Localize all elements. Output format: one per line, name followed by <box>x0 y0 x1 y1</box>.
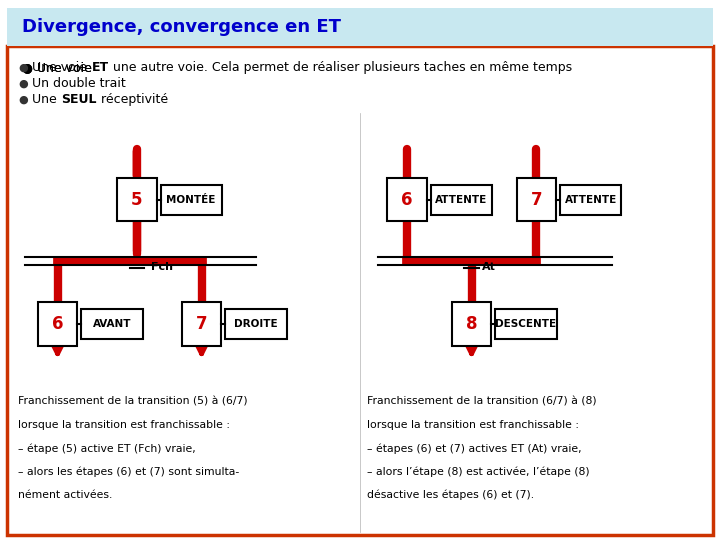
Text: ●: ● <box>18 63 28 72</box>
FancyBboxPatch shape <box>7 8 713 46</box>
Text: Fch: Fch <box>151 262 174 272</box>
Text: 5: 5 <box>131 191 143 209</box>
Bar <box>161 185 222 214</box>
Text: nément activées.: nément activées. <box>18 490 112 500</box>
Text: Un double trait: Un double trait <box>32 77 126 90</box>
Text: 8: 8 <box>466 315 477 333</box>
Text: réceptivité: réceptivité <box>96 93 168 106</box>
Text: 6: 6 <box>401 191 413 209</box>
Text: SEUL: SEUL <box>61 93 96 106</box>
Bar <box>181 302 222 346</box>
Bar <box>38 302 78 346</box>
Text: ● Une voie: ● Une voie <box>22 61 96 74</box>
Text: MONTÉE: MONTÉE <box>166 195 216 205</box>
Text: une autre voie. Cela permet de réaliser plusieurs taches en même temps: une autre voie. Cela permet de réaliser … <box>109 61 572 74</box>
Text: DESCENTE: DESCENTE <box>495 319 557 329</box>
Text: ●: ● <box>18 95 28 105</box>
Bar <box>560 185 621 214</box>
Text: ●: ● <box>18 79 28 89</box>
Text: Franchissement de la transition (6/7) à (8): Franchissement de la transition (6/7) à … <box>367 397 597 407</box>
Text: At: At <box>482 262 496 272</box>
Bar <box>517 178 557 221</box>
Text: DROITE: DROITE <box>234 319 278 329</box>
Bar <box>225 309 287 339</box>
Text: 7: 7 <box>531 191 542 209</box>
Text: – étapes (6) et (7) actives ET (At) vraie,: – étapes (6) et (7) actives ET (At) vrai… <box>367 443 582 454</box>
Text: ATTENTE: ATTENTE <box>564 195 617 205</box>
Text: Franchissement de la transition (5) à (6/7): Franchissement de la transition (5) à (6… <box>18 397 248 407</box>
Bar <box>81 309 143 339</box>
Text: Une voie: Une voie <box>32 61 91 74</box>
Text: – alors les étapes (6) et (7) sont simulta-: – alors les étapes (6) et (7) sont simul… <box>18 467 239 477</box>
Bar <box>117 178 157 221</box>
Text: désactive les étapes (6) et (7).: désactive les étapes (6) et (7). <box>367 490 534 500</box>
Bar <box>387 178 426 221</box>
Text: lorsque la transition est franchissable :: lorsque la transition est franchissable … <box>367 420 579 430</box>
Bar <box>452 302 492 346</box>
Text: – étape (5) active ET (Fch) vraie,: – étape (5) active ET (Fch) vraie, <box>18 443 196 454</box>
Text: 7: 7 <box>196 315 207 333</box>
Text: AVANT: AVANT <box>93 319 131 329</box>
Text: Divergence, convergence en ET: Divergence, convergence en ET <box>22 18 341 36</box>
FancyBboxPatch shape <box>7 46 713 535</box>
Text: ● Une voie: ● Une voie <box>22 61 96 74</box>
Text: Une: Une <box>32 93 61 106</box>
Text: lorsque la transition est franchissable :: lorsque la transition est franchissable … <box>18 420 230 430</box>
Text: 6: 6 <box>52 315 63 333</box>
Text: – alors l’étape (8) est activée, l’étape (8): – alors l’étape (8) est activée, l’étape… <box>367 467 590 477</box>
Bar <box>495 309 557 339</box>
Text: ATTENTE: ATTENTE <box>435 195 487 205</box>
Bar <box>431 185 492 214</box>
Text: ET: ET <box>91 61 109 74</box>
